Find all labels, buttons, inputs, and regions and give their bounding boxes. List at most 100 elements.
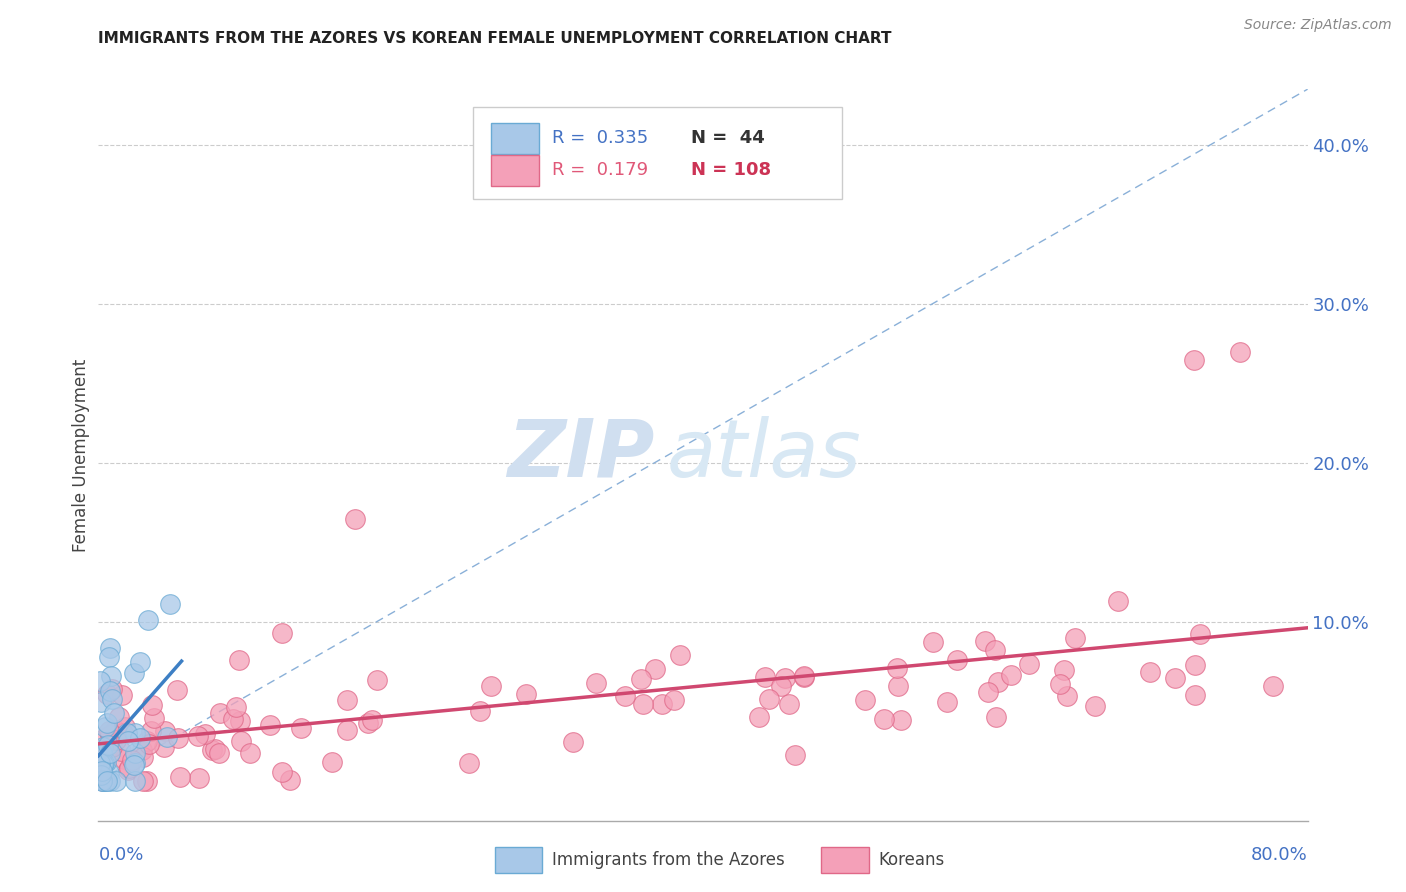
- Point: [138, 737, 160, 751]
- Point: [1184, 657, 1206, 672]
- Point: [1064, 631, 1087, 645]
- Text: R =  0.335: R = 0.335: [551, 129, 648, 147]
- Text: Koreans: Koreans: [879, 851, 945, 869]
- Point: [259, 718, 281, 732]
- Point: [124, 726, 146, 740]
- FancyBboxPatch shape: [821, 847, 869, 873]
- Text: Immigrants from the Azores: Immigrants from the Azores: [551, 851, 785, 869]
- Point: [101, 692, 124, 706]
- Text: Source: ZipAtlas.com: Source: ZipAtlas.com: [1244, 18, 1392, 32]
- Point: [91, 757, 114, 772]
- Point: [93, 773, 115, 788]
- Point: [166, 731, 188, 745]
- Point: [103, 706, 125, 720]
- Text: N = 108: N = 108: [690, 161, 770, 179]
- Point: [1018, 657, 1040, 671]
- Text: 80.0%: 80.0%: [1251, 847, 1308, 864]
- Point: [1182, 352, 1205, 367]
- Point: [361, 713, 384, 727]
- Point: [208, 746, 231, 760]
- Point: [984, 710, 1007, 724]
- Point: [1261, 679, 1284, 693]
- Point: [204, 742, 226, 756]
- Point: [104, 773, 127, 788]
- Point: [1164, 671, 1187, 685]
- Point: [366, 673, 388, 688]
- Point: [90, 765, 112, 780]
- Point: [166, 683, 188, 698]
- Point: [873, 712, 896, 726]
- Point: [114, 720, 136, 734]
- Point: [90, 764, 112, 778]
- Point: [1189, 627, 1212, 641]
- Point: [336, 723, 359, 738]
- Point: [664, 692, 686, 706]
- Text: atlas: atlas: [666, 416, 862, 494]
- Point: [793, 669, 815, 683]
- Point: [91, 773, 114, 788]
- Point: [936, 695, 959, 709]
- Point: [987, 674, 1010, 689]
- Point: [96, 773, 118, 788]
- Point: [93, 756, 115, 771]
- Point: [98, 724, 121, 739]
- Point: [124, 746, 146, 760]
- Point: [111, 688, 134, 702]
- Y-axis label: Female Unemployment: Female Unemployment: [72, 359, 90, 551]
- Point: [91, 747, 114, 761]
- Point: [94, 731, 117, 745]
- Point: [139, 723, 162, 738]
- Text: 0.0%: 0.0%: [98, 847, 143, 864]
- Point: [758, 692, 780, 706]
- Point: [356, 716, 378, 731]
- Point: [98, 746, 121, 760]
- Point: [585, 676, 607, 690]
- Text: ZIP: ZIP: [508, 416, 655, 494]
- Point: [344, 511, 367, 525]
- Point: [117, 734, 139, 748]
- Point: [890, 713, 912, 727]
- Point: [136, 773, 159, 788]
- FancyBboxPatch shape: [495, 847, 543, 873]
- Point: [142, 711, 165, 725]
- Text: IMMIGRANTS FROM THE AZORES VS KOREAN FEMALE UNEMPLOYMENT CORRELATION CHART: IMMIGRANTS FROM THE AZORES VS KOREAN FEM…: [98, 31, 891, 46]
- Point: [270, 764, 292, 779]
- Point: [98, 684, 121, 698]
- Point: [1053, 663, 1076, 677]
- Point: [96, 738, 118, 752]
- Point: [122, 757, 145, 772]
- FancyBboxPatch shape: [492, 123, 538, 153]
- Point: [748, 709, 770, 723]
- Point: [886, 661, 908, 675]
- Point: [562, 735, 585, 749]
- Point: [132, 773, 155, 788]
- Point: [1184, 688, 1206, 702]
- Point: [238, 747, 260, 761]
- Point: [793, 671, 815, 685]
- Point: [141, 698, 163, 713]
- Point: [187, 729, 209, 743]
- Point: [136, 734, 159, 748]
- Point: [1056, 689, 1078, 703]
- Point: [98, 641, 121, 656]
- Point: [112, 726, 135, 740]
- Point: [770, 679, 793, 693]
- Point: [630, 673, 652, 687]
- Point: [922, 635, 945, 649]
- Point: [1139, 665, 1161, 679]
- Point: [515, 687, 537, 701]
- Point: [853, 693, 876, 707]
- Point: [122, 665, 145, 680]
- Point: [778, 697, 800, 711]
- Point: [271, 625, 294, 640]
- Point: [194, 726, 217, 740]
- Point: [470, 704, 492, 718]
- Point: [132, 749, 155, 764]
- Point: [90, 695, 112, 709]
- Point: [93, 773, 115, 788]
- Point: [89, 673, 111, 688]
- Point: [225, 699, 247, 714]
- Point: [631, 698, 654, 712]
- Point: [97, 649, 120, 664]
- Point: [117, 763, 139, 777]
